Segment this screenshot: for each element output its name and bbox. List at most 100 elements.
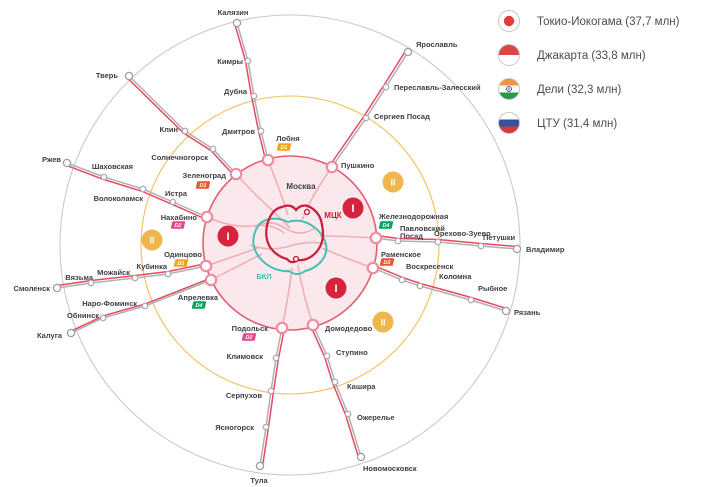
city-label: Ярославль	[416, 40, 458, 49]
mcd-badge-d1: D1	[173, 259, 189, 267]
city-label: Тверь	[96, 71, 119, 80]
station-node	[434, 238, 442, 246]
city-label: Пушкино	[341, 161, 375, 170]
zone-1-label: I	[226, 231, 229, 243]
city-label: Рязань	[514, 308, 541, 317]
station-node	[244, 57, 252, 65]
city-label: Можайск	[97, 268, 130, 277]
station-node	[257, 127, 265, 135]
city-label: Орехово-Зуево	[434, 229, 491, 238]
zone-1-badge: I	[342, 197, 364, 219]
svg-text:D2: D2	[245, 335, 253, 341]
city-label: Нахабино	[161, 213, 198, 222]
zone-1-badge: I	[217, 225, 239, 247]
india-flag-icon	[498, 78, 520, 100]
city-label: Владимир	[526, 245, 565, 254]
station-node	[200, 210, 214, 224]
zone-1-label: I	[334, 283, 337, 295]
city-label: Зеленоград	[183, 171, 227, 180]
station-node	[416, 282, 424, 290]
zone-2-label: II	[380, 318, 385, 328]
bkl-ring	[252, 217, 328, 275]
bkl-label: БКЛ	[256, 272, 271, 281]
city-label: Тула	[250, 476, 268, 485]
mck-station-dot	[303, 208, 311, 216]
city-label: Калуга	[37, 331, 63, 340]
city-label: Смоленск	[13, 284, 50, 293]
station-node	[250, 92, 258, 100]
city-label: Лобня	[276, 134, 299, 143]
station-node	[99, 314, 107, 322]
city-label: Домодедово	[325, 324, 373, 333]
station-node	[403, 47, 413, 57]
city-label: Ожерелье	[357, 413, 395, 422]
station-node	[267, 387, 275, 395]
station-node	[100, 173, 108, 181]
moscow-label: Москва	[286, 182, 316, 191]
city-label: Воскресенск	[406, 262, 454, 271]
station-node	[262, 423, 270, 431]
svg-text:D3: D3	[383, 260, 391, 266]
station-node	[477, 242, 485, 250]
station-node	[229, 167, 243, 181]
city-label: Подольск	[232, 324, 269, 333]
station-node	[141, 302, 149, 310]
station-node	[366, 261, 380, 275]
legend-label: Токио-Иокогама (37,7 млн)	[537, 16, 680, 28]
city-label: Апрелевка	[178, 293, 219, 302]
mcd-badge-d3: D3	[195, 181, 211, 189]
mck-station-dot	[292, 255, 300, 263]
city-label: Клин	[160, 125, 178, 134]
station-node	[66, 328, 76, 338]
zone-2-badge: II	[372, 311, 394, 333]
city-label: Железнодорожная	[378, 212, 448, 221]
russia-flag-icon	[498, 112, 520, 134]
city-label: Кубинка	[137, 262, 168, 271]
station-node	[164, 270, 172, 278]
outer-ring	[59, 14, 521, 476]
rail-line-tula	[259, 327, 286, 467]
zone-2-badge: II	[382, 171, 404, 193]
station-node	[87, 279, 95, 287]
station-node	[62, 158, 72, 168]
city-label: Ступино	[336, 348, 368, 357]
city-label: Ржев	[42, 155, 61, 164]
city-label: Солнечногорск	[151, 153, 208, 162]
city-label: Ясногорск	[215, 423, 254, 432]
station-node	[362, 114, 370, 122]
rail-line-kaluga	[70, 277, 213, 334]
station-node	[52, 283, 62, 293]
city-label: Серпухов	[226, 391, 263, 400]
city-label: Кашира	[347, 382, 376, 391]
mcd-badge-d2: D2	[241, 333, 257, 341]
svg-text:D4: D4	[195, 303, 204, 309]
station-node	[275, 321, 289, 335]
svg-text:D3: D3	[199, 183, 207, 189]
station-node	[331, 378, 339, 386]
station-node	[356, 452, 366, 462]
station-nodes	[52, 18, 522, 471]
mcd-badges: D1 D4 D3 D2 D4 D1 D2 D3	[170, 143, 395, 341]
city-label: Дмитров	[222, 127, 255, 136]
city-label: Волоколамск	[94, 194, 144, 203]
city-label: Обнинск	[67, 311, 99, 320]
city-label: Калязин	[218, 8, 249, 17]
city-label: Кимры	[217, 57, 243, 66]
city-labels: Калязин Кимры Дубна Дмитров Лобня Пушкин…	[13, 8, 564, 485]
mcd-badge-d1: D1	[276, 143, 292, 151]
station-node	[394, 237, 402, 245]
station-node	[181, 127, 189, 135]
station-node	[209, 145, 217, 153]
mck-ring	[265, 204, 325, 264]
zone-1-label: I	[351, 203, 354, 215]
city-label: Переславль-Залесский	[394, 83, 481, 92]
station-node	[131, 274, 139, 282]
station-node	[261, 153, 275, 167]
city-label: Раменское	[381, 250, 421, 259]
station-node	[369, 231, 383, 245]
svg-text:D1: D1	[177, 261, 185, 267]
zone-2-badge: II	[141, 229, 163, 251]
mck-label: МЦК	[324, 211, 342, 220]
